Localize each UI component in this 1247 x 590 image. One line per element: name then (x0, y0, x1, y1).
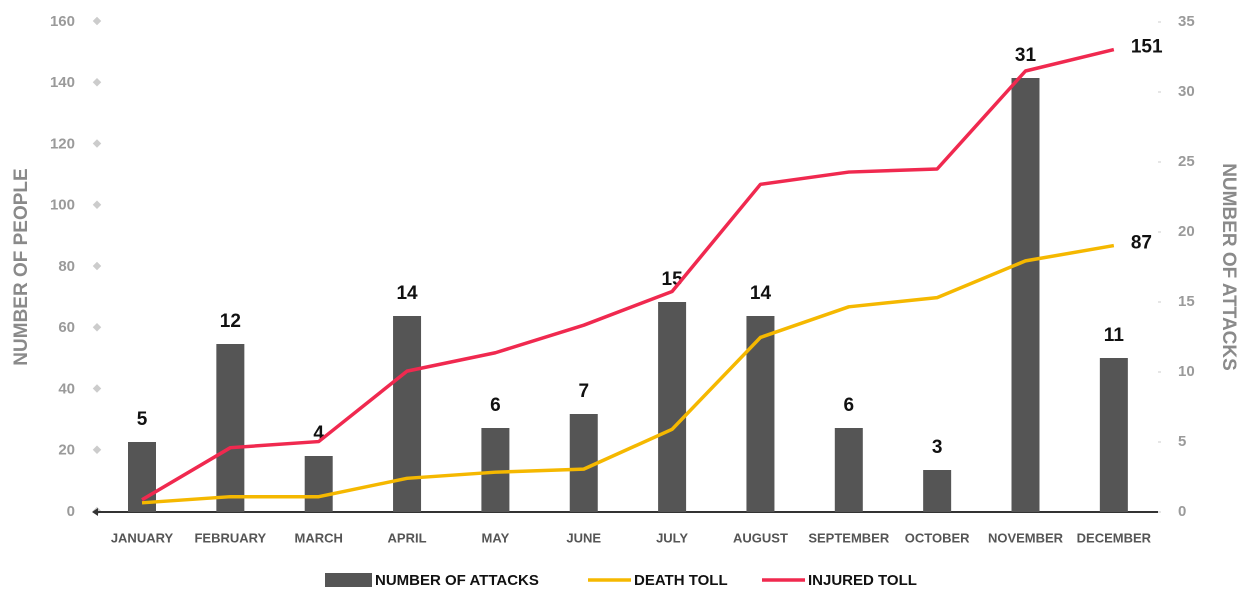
bar-value-label: 31 (1015, 45, 1037, 66)
x-axis-arrow (92, 508, 98, 516)
x-tick-label: JANUARY (111, 530, 174, 545)
bar (128, 442, 156, 512)
y2-tick-label: 0 (1178, 503, 1186, 520)
x-tick-label: FEBRUARY (194, 530, 266, 545)
bar-value-label: 7 (578, 381, 589, 402)
bar (1011, 78, 1040, 512)
bar (1099, 358, 1128, 512)
x-tick-label: MAY (482, 530, 510, 545)
y2-tick-label: 15 (1178, 293, 1195, 310)
legend-label: DEATH TOLL (634, 572, 728, 589)
y-tick-label: 60 (58, 319, 75, 336)
legend-label: INJURED TOLL (808, 572, 917, 589)
y-tick-mark (92, 261, 102, 271)
y2-tick-label: 10 (1178, 363, 1195, 380)
bar (834, 428, 863, 512)
y2-tick-label: 35 (1178, 13, 1195, 30)
y-tick-label: 20 (58, 442, 75, 459)
bar-value-label: 5 (137, 409, 148, 430)
bar-value-label: 6 (490, 395, 501, 416)
bar (481, 428, 510, 512)
y-tick-mark (92, 384, 102, 393)
x-tick-label: SEPTEMBER (808, 530, 890, 545)
y-tick-label: 160 (50, 13, 75, 30)
bar (923, 470, 952, 512)
y-tick-label: 100 (50, 197, 75, 214)
y-tick-label: 80 (58, 258, 75, 275)
x-tick-label: AUGUST (733, 530, 788, 545)
bar-value-label: 14 (396, 283, 418, 304)
y2-tick-label: 20 (1178, 223, 1195, 240)
bar-value-label: 6 (844, 395, 855, 416)
y-tick-mark (92, 323, 102, 332)
bar-value-label: 14 (750, 283, 772, 304)
bar-value-label: 4 (313, 423, 324, 444)
bar-value-label: 3 (932, 437, 943, 458)
x-tick-label: JULY (656, 530, 688, 545)
y-tick-label: 120 (50, 135, 75, 152)
y-tick-label: 140 (50, 74, 75, 91)
bar (393, 316, 422, 512)
x-tick-label: APRIL (388, 530, 427, 545)
x-tick-label: NOVEMBER (988, 530, 1064, 545)
bar (216, 344, 245, 512)
x-tick-label: DECEMBER (1077, 530, 1152, 545)
bar (304, 456, 333, 512)
x-tick-label: MARCH (295, 530, 343, 545)
y-tick-mark (92, 445, 102, 454)
y2-axis-title: NUMBER OF ATTACKS (1218, 163, 1239, 371)
legend-label: NUMBER OF ATTACKS (375, 572, 539, 589)
line (141, 47, 1115, 502)
y-axis-title: NUMBER OF PEOPLE (11, 168, 32, 365)
y2-tick-label: 25 (1178, 153, 1195, 170)
y-tick-mark (92, 200, 102, 209)
x-tick-label: JUNE (566, 530, 601, 545)
y-tick-mark (92, 16, 102, 26)
y-tick-mark (92, 139, 102, 148)
line-end-label: 87 (1131, 233, 1152, 254)
line (141, 243, 1115, 505)
y2-tick-label: 5 (1178, 433, 1186, 450)
x-tick-label: OCTOBER (905, 530, 970, 545)
bar-value-label: 12 (220, 311, 241, 332)
bar-value-label: 11 (1104, 325, 1125, 346)
y-tick-label: 0 (67, 503, 75, 520)
line-end-label: 151 (1131, 37, 1163, 58)
y-tick-mark (92, 78, 102, 87)
bar (658, 302, 687, 512)
legend-swatch (325, 573, 372, 587)
y-tick-label: 40 (58, 380, 75, 397)
y2-tick-label: 30 (1178, 83, 1195, 100)
